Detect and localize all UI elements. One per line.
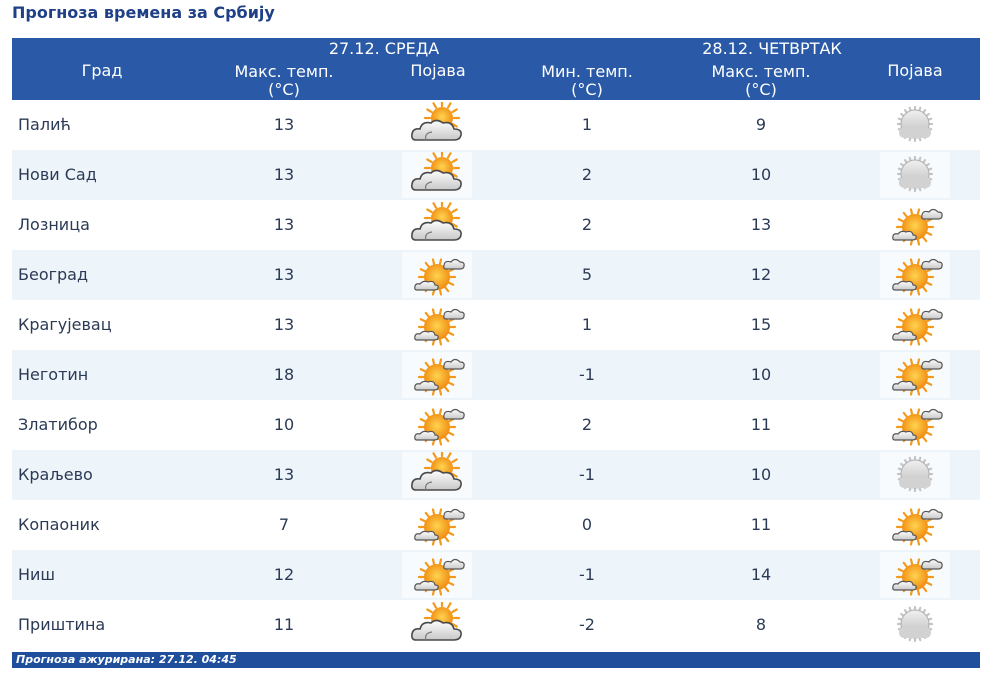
partly-cloudy-icon: [402, 452, 472, 498]
forecast-table: Град 27.12. СРЕДА Макс. темп. (°C) Појав…: [12, 38, 980, 650]
update-timestamp: Прогноза ажурирана: 27.12. 04:45: [16, 653, 237, 666]
day1-max-temp: 13: [273, 315, 295, 334]
city-name: Копаоник: [18, 515, 100, 534]
city-name: Крагујевац: [18, 315, 112, 334]
mostly-sunny-icon: [880, 252, 950, 298]
day2-min-temp: 1: [581, 315, 593, 334]
day2-max-temp: 15: [750, 315, 772, 334]
table-row: Краљево 13 -1 10: [12, 450, 980, 500]
header-day1-max: Макс. темп.: [234, 62, 334, 81]
city-name: Приштина: [18, 615, 106, 634]
city-name: Неготин: [18, 365, 89, 384]
day2-max-temp: 11: [750, 415, 772, 434]
header-day2-date: 28.12. ЧЕТВРТАК: [702, 39, 842, 58]
mostly-sunny-icon: [880, 502, 950, 548]
mostly-sunny-icon: [402, 502, 472, 548]
partly-cloudy-icon: [402, 152, 472, 198]
partly-cloudy-icon: [402, 602, 472, 648]
day1-max-temp: 12: [273, 565, 295, 584]
table-row: Копаоник 7 0 11: [12, 500, 980, 550]
day2-max-temp: 12: [750, 265, 772, 284]
table-row: Неготин 18 -1 10: [12, 350, 980, 400]
day2-min-temp: 1: [581, 115, 593, 134]
table-header: Град 27.12. СРЕДА Макс. темп. (°C) Појав…: [12, 38, 980, 100]
header-day2-min-unit: (°C): [571, 80, 603, 99]
overcast-icon: [880, 102, 950, 148]
day1-max-temp: 13: [273, 465, 295, 484]
header-city: Град: [81, 61, 123, 80]
table-row: Лозница 13 2 13: [12, 200, 980, 250]
day1-max-temp: 13: [273, 215, 295, 234]
day1-max-temp: 13: [273, 115, 295, 134]
header-day1-max-unit: (°C): [268, 80, 300, 99]
header-day2-max-unit: (°C): [745, 80, 777, 99]
table-row: Нови Сад 13 2 10: [12, 150, 980, 200]
table-row: Палић 13 1 9: [12, 100, 980, 150]
mostly-sunny-icon: [402, 402, 472, 448]
day1-max-temp: 7: [278, 515, 290, 534]
header-day2-max: Макс. темп.: [711, 62, 811, 81]
mostly-sunny-icon: [880, 202, 950, 248]
day1-max-temp: 10: [273, 415, 295, 434]
table-row: Ниш 12 -1 14: [12, 550, 980, 600]
day2-min-temp: -2: [579, 615, 595, 634]
header-day1-date: 27.12. СРЕДА: [328, 39, 440, 58]
header-day2-min: Мин. темп.: [541, 62, 633, 81]
mostly-sunny-icon: [880, 402, 950, 448]
city-name: Ниш: [18, 565, 56, 584]
mostly-sunny-icon: [402, 252, 472, 298]
table-row: Приштина 11 -2 8: [12, 600, 980, 650]
day2-min-temp: -1: [579, 465, 595, 484]
city-name: Нови Сад: [18, 165, 97, 184]
day2-max-temp: 13: [750, 215, 772, 234]
day2-min-temp: 2: [581, 415, 593, 434]
day2-max-temp: 10: [750, 465, 772, 484]
mostly-sunny-icon: [402, 352, 472, 398]
city-name: Краљево: [18, 465, 93, 484]
day1-max-temp: 13: [273, 165, 295, 184]
day2-max-temp: 11: [750, 515, 772, 534]
overcast-icon: [880, 602, 950, 648]
table-body: Палић 13 1 9 Нови Сад 13 2 10 Лозница 13 2 13 Београ…: [12, 100, 980, 650]
table-row: Београд 13 5 12: [12, 250, 980, 300]
day2-min-temp: 2: [581, 165, 593, 184]
day2-min-temp: -1: [579, 565, 595, 584]
page-title: Прогноза времена за Србију: [12, 3, 275, 22]
table-row: Крагујевац 13 1 15: [12, 300, 980, 350]
update-footer: Прогноза ажурирана: 27.12. 04:45: [12, 652, 980, 668]
header-day1-phenomenon: Појава: [410, 61, 466, 80]
mostly-sunny-icon: [880, 552, 950, 598]
mostly-sunny-icon: [880, 302, 950, 348]
mostly-sunny-icon: [402, 552, 472, 598]
overcast-icon: [880, 152, 950, 198]
overcast-icon: [880, 452, 950, 498]
mostly-sunny-icon: [402, 302, 472, 348]
partly-cloudy-icon: [402, 102, 472, 148]
city-name: Београд: [18, 265, 89, 284]
day2-min-temp: 5: [581, 265, 593, 284]
day2-min-temp: 0: [581, 515, 593, 534]
day2-min-temp: 2: [581, 215, 593, 234]
table-row: Златибор 10 2 11: [12, 400, 980, 450]
day2-max-temp: 8: [755, 615, 767, 634]
day1-max-temp: 13: [273, 265, 295, 284]
day2-min-temp: -1: [579, 365, 595, 384]
day1-max-temp: 11: [273, 615, 295, 634]
day2-max-temp: 10: [750, 365, 772, 384]
day2-max-temp: 14: [750, 565, 772, 584]
header-day2-phenomenon: Појава: [887, 61, 943, 80]
day2-max-temp: 10: [750, 165, 772, 184]
day2-max-temp: 9: [755, 115, 767, 134]
city-name: Златибор: [18, 415, 98, 434]
mostly-sunny-icon: [880, 352, 950, 398]
day1-max-temp: 18: [273, 365, 295, 384]
city-name: Палић: [18, 115, 71, 134]
partly-cloudy-icon: [402, 202, 472, 248]
city-name: Лозница: [18, 215, 90, 234]
